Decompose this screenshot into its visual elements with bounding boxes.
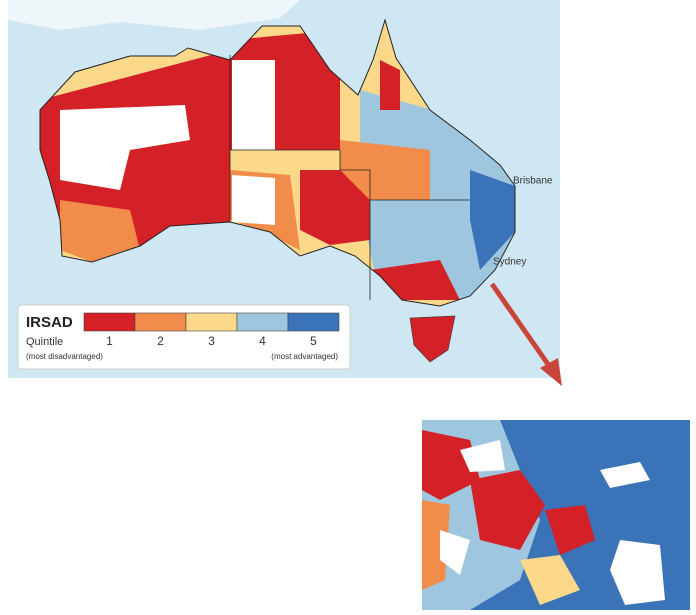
tasmania xyxy=(409,315,456,363)
place-label: Sydney xyxy=(493,257,526,268)
inset-no-data xyxy=(440,530,470,575)
legend-swatch xyxy=(134,312,187,332)
legend-label: 5 xyxy=(310,334,317,348)
inset-water xyxy=(600,462,650,488)
legend-label: 2 xyxy=(157,334,164,348)
legend-title: IRSAD xyxy=(26,314,73,331)
region-no-data xyxy=(232,60,275,150)
legend-note: (most advantaged) xyxy=(271,352,338,361)
arrow-shaft xyxy=(489,282,555,372)
region xyxy=(60,200,140,262)
legend-label: 3 xyxy=(208,334,215,348)
legend-swatch xyxy=(287,312,340,332)
coastline xyxy=(39,18,516,307)
inset-region xyxy=(422,500,450,590)
inset-water xyxy=(610,540,665,605)
region xyxy=(470,170,515,270)
legend-note: (most disadvantaged) xyxy=(26,352,103,361)
land-north xyxy=(8,0,300,30)
legend-swatch xyxy=(236,312,289,332)
inset-no-data xyxy=(460,440,505,472)
state-borders xyxy=(229,55,470,300)
inset-region xyxy=(422,430,480,500)
region-no-data xyxy=(60,105,190,190)
region xyxy=(380,60,400,110)
legend-label: 1 xyxy=(106,334,113,348)
legend-items: 1 2 3 4 5 xyxy=(83,312,340,348)
place-label: Brisbane xyxy=(513,176,553,187)
inset-map xyxy=(422,420,690,610)
inset-region xyxy=(520,555,580,605)
inset-region xyxy=(545,505,595,555)
legend-label: 4 xyxy=(259,334,266,348)
legend-subtitle: Quintile xyxy=(26,336,63,348)
legend-swatch xyxy=(185,312,238,332)
region-no-data xyxy=(232,175,275,225)
legend-swatch xyxy=(83,312,136,332)
region xyxy=(340,140,430,200)
arrow-head xyxy=(540,358,562,386)
region xyxy=(300,170,370,245)
inset-region xyxy=(470,470,545,550)
